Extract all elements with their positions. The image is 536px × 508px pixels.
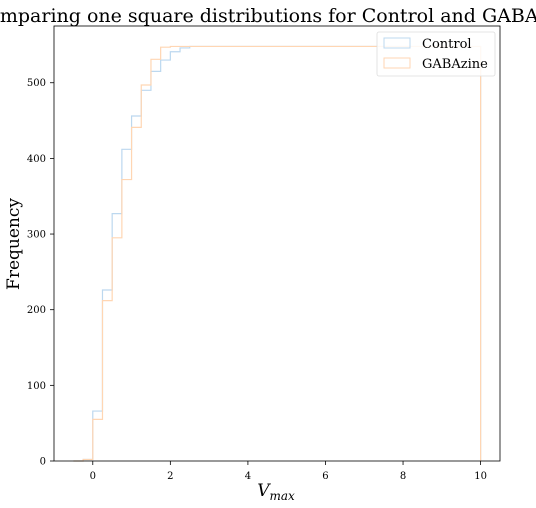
plot-area — [73, 45, 482, 462]
x-axis-label: Vmax — [257, 481, 295, 503]
legend: Control GABAzine — [376, 31, 496, 77]
axes-frame — [53, 25, 501, 462]
legend-swatch-control — [383, 37, 411, 49]
y-tick-label: 400 — [27, 154, 46, 165]
x-axis-ticks: 0 2 4 6 8 10 — [90, 461, 487, 482]
x-axis-label-subscript: max — [269, 489, 295, 503]
x-tick-label: 6 — [322, 471, 328, 482]
y-axis-ticks: 0 100 200 300 400 500 — [27, 78, 54, 468]
x-tick-label: 2 — [167, 471, 173, 482]
chart-title: Comparing one square distributions for C… — [0, 5, 536, 27]
histogram-series-control — [73, 45, 482, 462]
x-tick-label: 8 — [400, 471, 406, 482]
legend-swatch-gabazine — [383, 57, 411, 69]
y-axis-label: Frequency — [4, 198, 24, 290]
histogram-series-gabazine — [73, 45, 482, 462]
x-tick-label: 10 — [474, 471, 487, 482]
legend-label-control: Control — [422, 37, 472, 52]
x-tick-label: 0 — [90, 471, 96, 482]
legend-label-gabazine: GABAzine — [422, 57, 488, 72]
y-tick-label: 100 — [27, 381, 46, 392]
y-tick-label: 0 — [40, 457, 46, 468]
x-tick-label: 4 — [245, 471, 251, 482]
y-tick-label: 200 — [27, 305, 46, 316]
y-tick-label: 300 — [27, 230, 46, 241]
legend-box — [376, 31, 496, 77]
y-tick-label: 500 — [27, 78, 46, 89]
x-axis-label-main: V — [257, 481, 271, 501]
